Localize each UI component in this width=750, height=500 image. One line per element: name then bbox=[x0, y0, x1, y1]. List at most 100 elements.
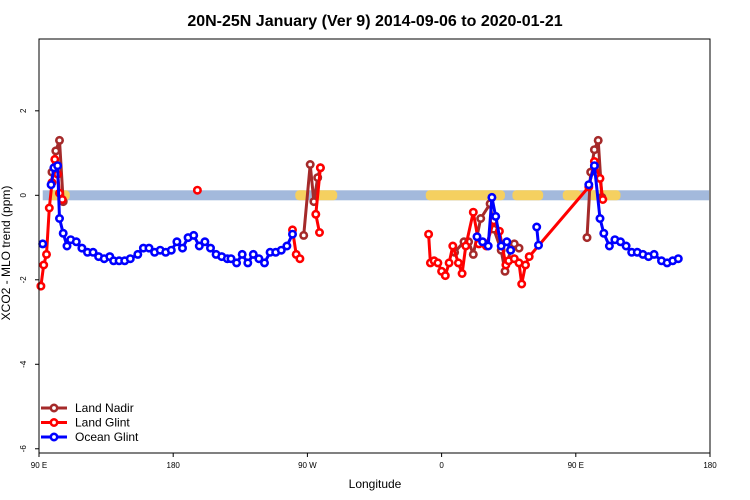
data-point-1-4-0 bbox=[424, 229, 434, 239]
y-tick-label-0: -6 bbox=[19, 445, 28, 453]
data-point-2-4-3 bbox=[599, 228, 609, 238]
data-point-1-4-22 bbox=[524, 252, 534, 262]
plot-frame bbox=[38, 38, 711, 454]
data-point-2-2-4 bbox=[491, 211, 501, 221]
data-point-2-1-46 bbox=[287, 229, 297, 239]
data-point-2-1-5 bbox=[62, 241, 72, 251]
data-point-2-1-38 bbox=[243, 258, 253, 268]
data-point-1-4-5 bbox=[440, 271, 450, 281]
data-point-1-4-10 bbox=[461, 241, 471, 251]
data-point-2-2-3 bbox=[487, 192, 497, 202]
data-point-2-1-2 bbox=[53, 161, 63, 171]
data-point-1-0-2 bbox=[41, 249, 51, 259]
data-point-0-2-4 bbox=[476, 214, 486, 224]
data-point-2-1-4 bbox=[58, 228, 68, 238]
data-point-2-1-8 bbox=[77, 243, 87, 253]
y-tick-label-1: -4 bbox=[19, 360, 28, 368]
legend-label-2: Ocean Glint bbox=[75, 430, 139, 444]
y-axis: -6 -4 -2 0 2 bbox=[19, 108, 39, 452]
data-point-2-1-25 bbox=[172, 237, 182, 247]
x-tick-label-0: 90 E bbox=[31, 461, 47, 470]
x-tick-label-1: 180 bbox=[167, 461, 181, 470]
land-mask-band-2 bbox=[314, 190, 338, 201]
series-land-glint bbox=[36, 154, 608, 291]
data-point-2-3-0 bbox=[532, 222, 542, 232]
data-point-2-1-36 bbox=[232, 258, 242, 268]
data-point-1-4-21 bbox=[520, 260, 530, 270]
x-axis-label: Longitude bbox=[349, 477, 402, 491]
legend-item-0: Land Nadir bbox=[41, 401, 134, 415]
data-point-2-2-7 bbox=[506, 245, 516, 255]
x-tick-label-4: 90 E bbox=[568, 461, 584, 470]
data-point-1-4-7 bbox=[448, 241, 458, 251]
data-point-2-1-3 bbox=[54, 214, 64, 224]
data-point-0-2-11 bbox=[514, 243, 524, 253]
series-layer bbox=[36, 135, 683, 291]
legend-item-2: Ocean Glint bbox=[41, 430, 139, 444]
series-land-nadir bbox=[47, 135, 607, 276]
data-point-2-4-6 bbox=[615, 237, 625, 247]
data-point-0-3-0 bbox=[582, 233, 592, 243]
data-point-2-1-45 bbox=[282, 241, 292, 251]
data-point-2-1-20 bbox=[144, 243, 154, 253]
data-point-1-0-1 bbox=[39, 260, 49, 270]
land-mask-band-1 bbox=[295, 190, 309, 201]
data-point-2-1-44 bbox=[276, 245, 286, 255]
data-point-1-3-2 bbox=[314, 228, 324, 238]
data-point-1-4-9 bbox=[457, 268, 467, 278]
data-point-2-1-40 bbox=[254, 254, 264, 264]
x-tick-label-3: 0 bbox=[439, 461, 444, 470]
data-point-2-4-2 bbox=[595, 214, 605, 224]
data-point-2-1-24 bbox=[166, 245, 176, 255]
land-mask-band-4 bbox=[512, 190, 544, 201]
legend-marker-1 bbox=[49, 417, 59, 427]
data-point-2-1-18 bbox=[133, 249, 143, 259]
land-mask-band-5 bbox=[562, 190, 582, 201]
data-point-2-4-4 bbox=[604, 241, 614, 251]
legend-marker-2 bbox=[49, 432, 59, 442]
x-axis: 90 E 180 90 W 0 90 E 180 bbox=[31, 453, 717, 470]
data-point-0-3-2 bbox=[589, 145, 599, 155]
land-ocean-mask bbox=[42, 190, 709, 201]
data-point-2-1-26 bbox=[178, 243, 188, 253]
chart-title: 20N-25N January (Ver 9) 2014-09-06 to 20… bbox=[187, 13, 562, 30]
data-point-1-4-11 bbox=[468, 207, 478, 217]
data-point-2-1-35 bbox=[226, 254, 236, 264]
data-point-1-3-0 bbox=[315, 163, 325, 173]
x-tick-label-5: 180 bbox=[703, 461, 717, 470]
x-tick-label-2: 90 W bbox=[298, 461, 317, 470]
data-point-2-2-1 bbox=[478, 237, 488, 247]
data-point-0-1-1 bbox=[305, 160, 315, 170]
data-point-2-4-12 bbox=[649, 249, 659, 259]
data-point-2-2-2 bbox=[483, 241, 493, 251]
data-point-2-1-30 bbox=[200, 237, 210, 247]
data-point-2-0-0 bbox=[38, 239, 48, 249]
data-point-1-2-2 bbox=[295, 254, 305, 264]
data-point-2-3-1 bbox=[533, 240, 543, 250]
data-point-2-1-39 bbox=[248, 249, 258, 259]
data-point-1-4-3 bbox=[433, 258, 443, 268]
data-point-2-4-7 bbox=[621, 241, 631, 251]
y-tick-label-2: -2 bbox=[19, 276, 28, 284]
data-point-2-1-41 bbox=[259, 258, 269, 268]
data-point-2-2-6 bbox=[502, 237, 512, 247]
legend-label-0: Land Nadir bbox=[75, 401, 134, 415]
ocean-mask-band bbox=[42, 190, 709, 201]
y-tick-label-3: 0 bbox=[19, 193, 28, 198]
data-point-1-4-6 bbox=[444, 258, 454, 268]
data-point-0-2-3 bbox=[468, 249, 478, 259]
data-point-0-0-2 bbox=[54, 135, 64, 145]
data-point-1-4-8 bbox=[453, 258, 463, 268]
data-point-1-4-20 bbox=[517, 279, 527, 289]
data-point-1-4-26 bbox=[598, 195, 608, 205]
data-point-2-4-16 bbox=[673, 254, 683, 264]
y-tick-label-4: 2 bbox=[19, 108, 28, 113]
data-point-2-2-0 bbox=[472, 232, 482, 242]
legend-label-1: Land Glint bbox=[75, 416, 130, 430]
data-point-0-3-3 bbox=[593, 135, 603, 145]
series-ocean-glint bbox=[38, 161, 683, 268]
data-point-1-0-3 bbox=[44, 203, 54, 213]
data-point-2-4-0 bbox=[584, 180, 594, 190]
data-point-2-1-7 bbox=[71, 237, 81, 247]
